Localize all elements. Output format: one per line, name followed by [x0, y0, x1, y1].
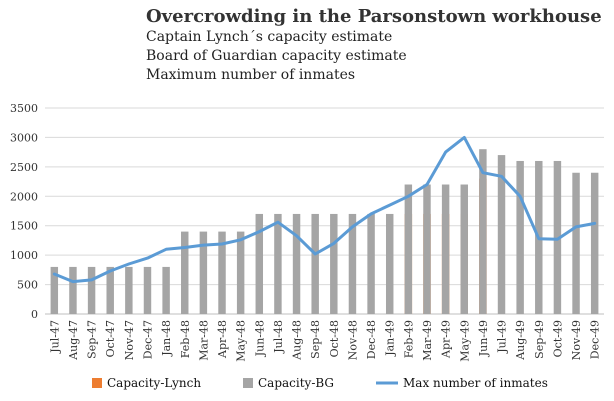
bar-capacity-bg-feb-48 — [181, 231, 189, 314]
x-tick-label-apr-49: Apr-49 — [440, 320, 453, 359]
x-tick-label-feb-49: Feb-49 — [402, 320, 415, 358]
x-tick-label-mar-49: Mar-49 — [421, 320, 434, 361]
chart-subtitle-inmates: Maximum number of inmates — [146, 67, 355, 83]
x-tick-label-mar-48: Mar-48 — [197, 320, 210, 361]
x-tick-label-jul-47: Jul-47 — [48, 320, 61, 354]
x-tick-label-apr-48: Apr-48 — [216, 320, 229, 359]
bars — [50, 149, 599, 314]
bar-capacity-bg-nov-49 — [572, 172, 580, 314]
x-tick-label-nov-49: Nov-49 — [570, 320, 583, 360]
x-tick-label-nov-47: Nov-47 — [123, 320, 136, 360]
y-tick-label-0: 0 — [31, 308, 38, 321]
x-tick-label-jun-49: Jun-49 — [477, 320, 490, 357]
chart-subtitle-lynch: Captain Lynch´s capacity estimate — [146, 29, 392, 45]
x-tick-label-feb-48: Feb-48 — [179, 320, 192, 358]
x-tick-label-jan-48: Jan-48 — [160, 320, 173, 357]
x-tick-label-dec-49: Dec-49 — [589, 320, 602, 359]
bar-capacity-bg-jun-48 — [255, 213, 264, 314]
y-tick-label-2500: 2500 — [10, 161, 38, 174]
bar-capacity-bg-apr-48 — [218, 231, 226, 314]
inmates-line-layer — [52, 135, 597, 284]
legend-label-max-number-of-inmates: Max number of inmates — [403, 376, 548, 390]
legend-label-capacity-lynch: Capacity-Lynch — [107, 376, 201, 390]
bar-capacity-bg-may-49 — [460, 184, 468, 314]
bar-capacity-bg-dec-47 — [143, 266, 152, 314]
x-tick-label-jul-49: Jul-49 — [496, 320, 509, 354]
bar-capacity-bg-jan-49 — [385, 213, 394, 314]
legend: Capacity-Lynch Capacity-BG Max number of i… — [92, 376, 548, 390]
x-tick-label-aug-49: Aug-49 — [514, 320, 527, 361]
x-tick-label-aug-48: Aug-48 — [291, 320, 304, 361]
legend-label-capacity-bg: Capacity-BG — [258, 376, 334, 390]
x-tick-label-dec-47: Dec-47 — [141, 320, 154, 359]
x-tick-label-jun-48: Jun-48 — [253, 320, 266, 357]
legend-swatch-capacity-lynch — [92, 378, 102, 388]
y-axis: 0 500 1000 1500 2000 2500 3000 3500 — [10, 102, 38, 321]
x-tick-label-oct-48: Oct-48 — [328, 320, 341, 357]
bar-capacity-bg-apr-49 — [441, 184, 450, 314]
bar-capacity-bg-jul-48 — [274, 213, 282, 314]
y-tick-label-3000: 3000 — [10, 131, 38, 144]
x-tick-label-oct-49: Oct-49 — [551, 320, 564, 357]
x-tick-label-oct-47: Oct-47 — [104, 320, 117, 357]
bar-capacity-bg-sep-48 — [311, 213, 319, 314]
legend-swatch-capacity-bg — [243, 378, 253, 388]
chart-title: Overcrowding in the Parsonstown workhous… — [146, 6, 602, 27]
bar-capacity-bg-oct-48 — [330, 213, 338, 314]
x-tick-label-jul-48: Jul-48 — [272, 320, 285, 354]
bar-capacity-bg-jun-49 — [479, 149, 487, 314]
x-tick-label-aug-47: Aug-47 — [67, 320, 80, 361]
bar-capacity-bg-mar-48 — [199, 231, 208, 314]
bar-capacity-bg-may-48 — [236, 231, 245, 314]
x-tick-label-dec-48: Dec-48 — [365, 320, 378, 359]
bar-capacity-bg-sep-47 — [87, 266, 96, 314]
x-tick-label-may-49: May-49 — [458, 320, 471, 362]
bar-capacity-bg-jul-49 — [497, 155, 506, 314]
y-tick-label-2000: 2000 — [10, 190, 38, 203]
x-axis: Jul-47 Aug-47 Sep-47 Oct-47 Nov-47 Dec-47 Jan-… — [48, 320, 601, 362]
bar-capacity-bg-aug-48 — [292, 213, 301, 314]
bar-capacity-bg-mar-49 — [423, 184, 431, 314]
bar-capacity-bg-feb-49 — [404, 184, 413, 314]
y-tick-label-3500: 3500 — [10, 102, 38, 115]
y-tick-label-1500: 1500 — [10, 220, 38, 233]
bar-capacity-bg-aug-49 — [516, 160, 524, 314]
gridlines — [45, 107, 604, 315]
y-tick-label-1000: 1000 — [10, 249, 38, 262]
x-tick-label-may-48: May-48 — [235, 320, 248, 362]
chart-subtitle-bg: Board of Guardian capacity estimate — [146, 48, 407, 64]
bar-capacity-bg-dec-48 — [367, 213, 375, 314]
bar-capacity-bg-oct-47 — [106, 266, 114, 314]
x-tick-label-sep-47: Sep-47 — [86, 320, 99, 359]
bar-capacity-bg-nov-47 — [125, 266, 133, 314]
x-tick-label-sep-48: Sep-48 — [309, 320, 322, 359]
chart-title-block: Overcrowding in the Parsonstown workhous… — [146, 6, 602, 83]
bar-capacity-bg-dec-49 — [590, 172, 599, 314]
bar-capacity-bg-jul-47 — [50, 266, 59, 314]
bar-capacity-bg-aug-47 — [69, 266, 77, 314]
bar-capacity-bg-jan-48 — [162, 266, 170, 314]
inmates-line — [52, 135, 597, 284]
x-tick-label-nov-48: Nov-48 — [346, 320, 359, 360]
bar-capacity-bg-oct-49 — [553, 160, 562, 314]
x-tick-label-sep-49: Sep-49 — [533, 320, 546, 359]
y-tick-label-500: 500 — [17, 279, 38, 292]
bar-capacity-bg-nov-48 — [348, 213, 357, 314]
x-tick-label-jan-49: Jan-49 — [384, 320, 397, 357]
